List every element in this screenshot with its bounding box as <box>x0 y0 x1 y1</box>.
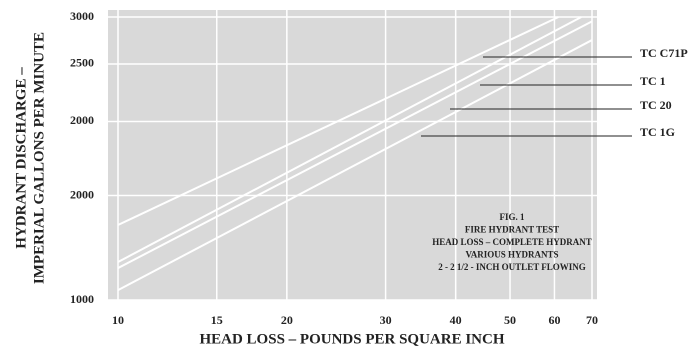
y-tick-label: 1000 <box>70 292 94 306</box>
x-tick-label: 60 <box>548 313 560 327</box>
series-line <box>117 20 593 269</box>
x-tick-label: 10 <box>112 313 124 327</box>
annotation: VARIOUS HYDRANTS <box>465 250 558 260</box>
series-label: TC 20 <box>640 98 672 112</box>
series-label: TC 1 <box>640 74 666 88</box>
y-axis-label: HYDRANT DISCHARGE – <box>13 67 29 249</box>
y-tick-label: 2500 <box>70 56 94 70</box>
series-label: TC C71P <box>640 46 688 60</box>
y-tick-label: 2000 <box>70 113 94 127</box>
y-tick-label: 3000 <box>70 9 94 23</box>
series-line <box>117 16 559 226</box>
series-line <box>117 39 593 292</box>
x-tick-label: 30 <box>380 313 392 327</box>
series-label: TC 1G <box>640 125 675 139</box>
x-tick-label: 15 <box>211 313 223 327</box>
x-axis-label: HEAD LOSS – POUNDS PER SQUARE INCH <box>199 331 504 347</box>
annotation: HEAD LOSS – COMPLETE HYDRANT <box>432 237 592 247</box>
x-tick-label: 40 <box>450 313 462 327</box>
lines <box>117 16 593 292</box>
labels: 10 15 20 30 40 50 60 70 1000 2000 2000 2500 3000 TC C… <box>70 9 688 327</box>
x-tick-label: 70 <box>586 313 598 327</box>
grid <box>108 10 597 301</box>
annotation: FIRE HYDRANT TEST <box>465 225 559 235</box>
x-tick-label: 50 <box>504 313 516 327</box>
annotation: 2 - 2 1/2 - INCH OUTLET FLOWING <box>438 262 586 272</box>
annotation: FIG. 1 <box>499 212 525 222</box>
y-tick-label: 2000 <box>70 187 94 201</box>
y-axis-label: IMPERIAL GALLONS PER MINUTE <box>31 32 47 284</box>
series-line <box>117 16 582 263</box>
x-tick-label: 20 <box>281 313 293 327</box>
